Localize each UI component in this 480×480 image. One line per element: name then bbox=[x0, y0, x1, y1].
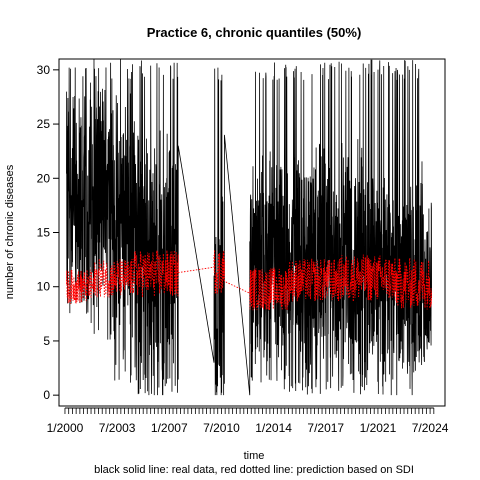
chart-caption: black solid line: real data, red dotted … bbox=[94, 464, 414, 476]
y-axis: 0 5 10 15 20 25 30 bbox=[37, 63, 59, 402]
y-tick-label: 25 bbox=[37, 117, 51, 131]
plot-area bbox=[66, 59, 433, 396]
y-tick-label: 15 bbox=[37, 226, 51, 240]
y-tick-label: 20 bbox=[37, 171, 51, 185]
x-tick-label: 1/2007 bbox=[151, 421, 188, 435]
x-tick-label: 7/2017 bbox=[307, 421, 344, 435]
x-tick-label: 7/2024 bbox=[412, 421, 449, 435]
chart-title: Practice 6, chronic quantiles (50%) bbox=[147, 25, 362, 40]
y-axis-label: number of chronic diseases bbox=[4, 164, 16, 299]
x-axis: 1/2000 7/2003 1/2007 7/2010 1/2014 7/2017 1/20… bbox=[47, 407, 449, 435]
y-tick-label: 10 bbox=[37, 280, 51, 294]
y-tick-label: 5 bbox=[43, 334, 50, 348]
y-tick-label: 0 bbox=[43, 388, 50, 402]
series-real-data-line bbox=[66, 59, 432, 396]
x-tick-label: 1/2000 bbox=[47, 421, 84, 435]
x-tick-label: 7/2003 bbox=[99, 421, 136, 435]
y-tick-label: 30 bbox=[37, 63, 51, 77]
x-tick-label: 1/2021 bbox=[360, 421, 397, 435]
x-axis-label: time bbox=[244, 450, 265, 462]
x-tick-label: 7/2010 bbox=[203, 421, 240, 435]
x-tick-label: 1/2014 bbox=[255, 421, 292, 435]
series-prediction-line bbox=[66, 249, 433, 311]
